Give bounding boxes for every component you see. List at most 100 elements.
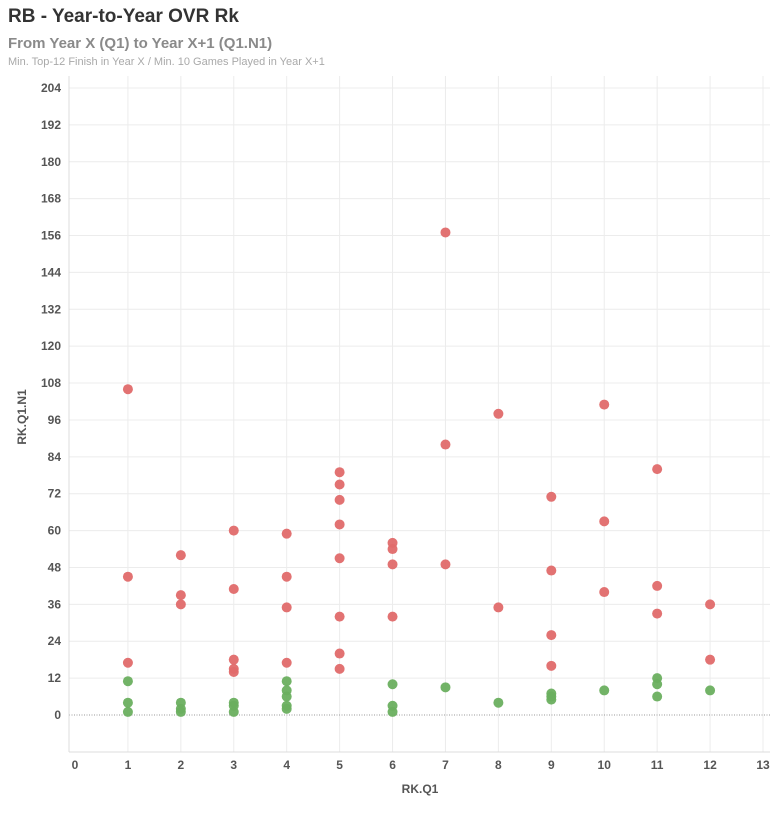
green-data-point (599, 685, 610, 696)
red-data-point (493, 602, 504, 613)
x-tick-label: 10 (598, 758, 612, 772)
red-data-point (175, 550, 186, 561)
x-tick-label: 0 (72, 758, 79, 772)
y-axis-label: RK.Q1.N1 (15, 389, 29, 445)
red-data-point (334, 494, 345, 505)
green-data-point (122, 697, 133, 708)
green-data-point (652, 679, 663, 690)
y-tick-label: 96 (48, 413, 62, 427)
red-data-point (281, 602, 292, 613)
green-data-point (546, 694, 557, 705)
red-data-point (122, 384, 133, 395)
red-data-point (281, 528, 292, 539)
green-data-point (387, 706, 398, 717)
red-data-point (387, 559, 398, 570)
green-data-point (493, 697, 504, 708)
y-tick-label: 168 (41, 192, 61, 206)
y-tick-label: 156 (41, 229, 61, 243)
red-data-point (652, 464, 663, 475)
data-points (122, 227, 716, 717)
chart-title: RB - Year-to-Year OVR Rk (8, 6, 239, 27)
red-data-point (546, 660, 557, 671)
red-data-point (546, 630, 557, 641)
red-data-point (334, 553, 345, 564)
x-tick-label: 7 (442, 758, 449, 772)
red-data-point (334, 467, 345, 478)
red-data-point (440, 559, 451, 570)
y-tick-label: 72 (48, 487, 62, 501)
y-tick-label: 144 (41, 265, 61, 279)
green-data-point (705, 685, 716, 696)
red-data-point (652, 580, 663, 591)
y-tick-label: 108 (41, 376, 61, 390)
axes: 0 1 2 3 4 5 6 7 8 9 10 11 12 130122436486072849610812… (41, 76, 770, 772)
red-data-point (175, 590, 186, 601)
red-data-point (493, 408, 504, 419)
green-data-point (281, 676, 292, 687)
red-data-point (652, 608, 663, 619)
x-tick-label: 9 (548, 758, 555, 772)
red-data-point (281, 657, 292, 668)
x-tick-label: 3 (230, 758, 237, 772)
x-tick-label: 11 (651, 758, 664, 772)
red-data-point (281, 571, 292, 582)
y-tick-label: 84 (48, 450, 62, 464)
y-tick-label: 204 (41, 81, 61, 95)
y-tick-label: 180 (41, 155, 61, 169)
chart-subtitle: From Year X (Q1) to Year X+1 (Q1.N1) (8, 35, 273, 52)
green-data-point (122, 706, 133, 717)
x-tick-label: 2 (178, 758, 185, 772)
red-data-point (122, 657, 133, 668)
x-tick-label: 4 (283, 758, 290, 772)
green-data-point (281, 703, 292, 714)
x-tick-label: 13 (756, 758, 770, 772)
y-tick-label: 48 (48, 560, 62, 574)
x-tick-label: 8 (495, 758, 502, 772)
y-tick-label: 0 (54, 708, 61, 722)
green-data-point (387, 679, 398, 690)
red-data-point (334, 648, 345, 659)
gridlines (69, 76, 770, 752)
red-data-point (440, 439, 451, 450)
x-axis-label: RK.Q1 (402, 782, 439, 796)
green-data-point (228, 706, 239, 717)
red-data-point (705, 599, 716, 610)
y-tick-label: 60 (48, 524, 62, 538)
y-tick-label: 12 (48, 671, 62, 685)
x-tick-label: 1 (125, 758, 132, 772)
green-data-point (440, 682, 451, 693)
red-data-point (334, 611, 345, 622)
x-tick-label: 12 (703, 758, 717, 772)
red-data-point (440, 227, 451, 238)
red-data-point (228, 583, 239, 594)
red-data-point (387, 611, 398, 622)
y-tick-label: 24 (48, 634, 62, 648)
red-data-point (122, 571, 133, 582)
red-data-point (228, 666, 239, 677)
red-data-point (705, 654, 716, 665)
red-data-point (334, 479, 345, 490)
red-data-point (334, 663, 345, 674)
y-tick-label: 36 (48, 597, 62, 611)
green-data-point (281, 691, 292, 702)
red-data-point (228, 525, 239, 536)
x-tick-label: 5 (336, 758, 343, 772)
red-data-point (228, 654, 239, 665)
green-data-point (652, 691, 663, 702)
red-data-point (599, 587, 610, 598)
green-data-point (175, 706, 186, 717)
chart-note: Min. Top-12 Finish in Year X / Min. 10 G… (8, 56, 325, 68)
red-data-point (599, 399, 610, 410)
red-data-point (546, 565, 557, 576)
y-tick-label: 192 (41, 118, 61, 132)
red-data-point (599, 516, 610, 527)
red-data-point (334, 519, 345, 530)
y-tick-label: 132 (41, 302, 61, 316)
x-tick-label: 6 (389, 758, 396, 772)
green-data-point (122, 676, 133, 687)
red-data-point (175, 599, 186, 610)
red-data-point (387, 544, 398, 555)
y-tick-label: 120 (41, 339, 61, 353)
red-data-point (546, 491, 557, 502)
